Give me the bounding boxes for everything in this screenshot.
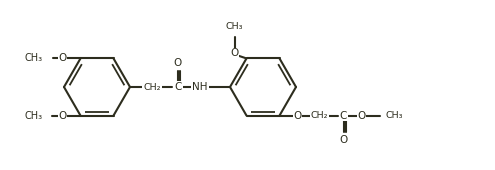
Text: C: C — [174, 82, 182, 92]
Text: CH₃: CH₃ — [386, 111, 403, 120]
Text: CH₂: CH₂ — [143, 82, 161, 91]
Text: O: O — [294, 110, 301, 121]
Text: O: O — [58, 53, 67, 63]
Text: CH₂: CH₂ — [311, 111, 328, 120]
Text: NH: NH — [192, 82, 208, 92]
Text: CH₃: CH₃ — [24, 110, 43, 121]
Text: O: O — [58, 110, 67, 121]
Text: O: O — [357, 110, 366, 121]
Text: O: O — [230, 48, 239, 58]
Text: O: O — [340, 135, 347, 144]
Text: C: C — [340, 110, 347, 121]
Text: CH₃: CH₃ — [24, 53, 43, 63]
Text: CH₃: CH₃ — [226, 22, 243, 31]
Text: O: O — [174, 58, 182, 68]
